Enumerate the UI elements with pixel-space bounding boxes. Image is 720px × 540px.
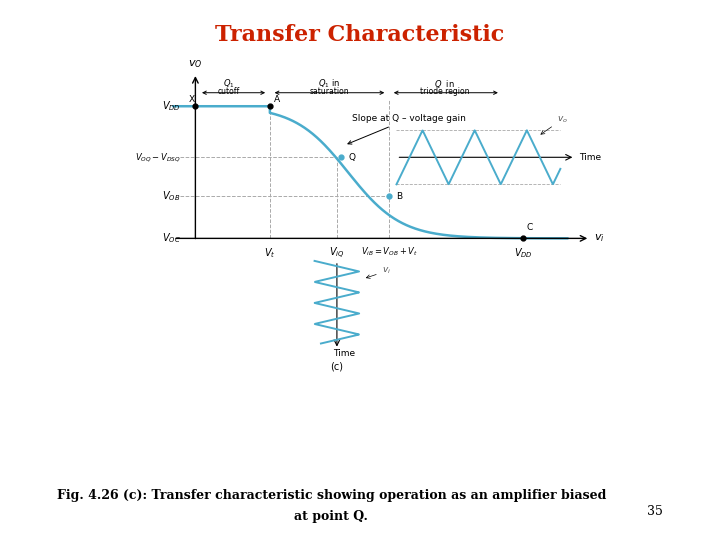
- Text: (c): (c): [330, 361, 343, 372]
- Text: C: C: [527, 224, 533, 232]
- Text: Transfer Characteristic: Transfer Characteristic: [215, 24, 505, 46]
- Text: $Q_1$ in: $Q_1$ in: [318, 77, 341, 90]
- Text: $V_{OB}$: $V_{OB}$: [162, 190, 181, 203]
- Text: B: B: [397, 192, 402, 201]
- Text: $V_{iB}=V_{OB}+V_t$: $V_{iB}=V_{OB}+V_t$: [361, 246, 418, 258]
- Text: $v_i$: $v_i$: [366, 266, 391, 278]
- Text: Fig. 4.26 (c): Transfer characteristic showing operation as an amplifier biased: Fig. 4.26 (c): Transfer characteristic s…: [56, 489, 606, 502]
- Text: saturation: saturation: [310, 87, 349, 96]
- Text: $V_{OC}$: $V_{OC}$: [162, 232, 181, 245]
- Text: cutoff: cutoff: [217, 87, 240, 96]
- Text: $v_O$: $v_O$: [188, 58, 202, 70]
- Text: $V_t$: $V_t$: [264, 246, 276, 260]
- Text: at point Q.: at point Q.: [294, 510, 368, 523]
- Text: triode region: triode region: [420, 87, 469, 96]
- Text: Q: Q: [348, 153, 355, 162]
- Text: $v_i$: $v_i$: [594, 233, 605, 244]
- Text: Time: Time: [579, 153, 601, 162]
- Text: Slope at Q – voltage gain: Slope at Q – voltage gain: [348, 114, 466, 144]
- Text: $V_{DD}$: $V_{DD}$: [162, 99, 181, 113]
- Text: $V_{OQ}-V_{DSQ}$: $V_{OQ}-V_{DSQ}$: [135, 151, 181, 164]
- Text: $V_{DD}$: $V_{DD}$: [513, 246, 533, 260]
- Text: $Q$  in: $Q$ in: [434, 78, 455, 90]
- Text: Time: Time: [333, 349, 356, 359]
- Text: A: A: [274, 94, 280, 104]
- Text: $Q_1$: $Q_1$: [223, 77, 235, 90]
- Text: 35: 35: [647, 505, 662, 518]
- Text: $V_{iQ}$: $V_{iQ}$: [329, 246, 345, 261]
- Text: $v_o$: $v_o$: [541, 114, 567, 134]
- Text: X: X: [189, 94, 194, 104]
